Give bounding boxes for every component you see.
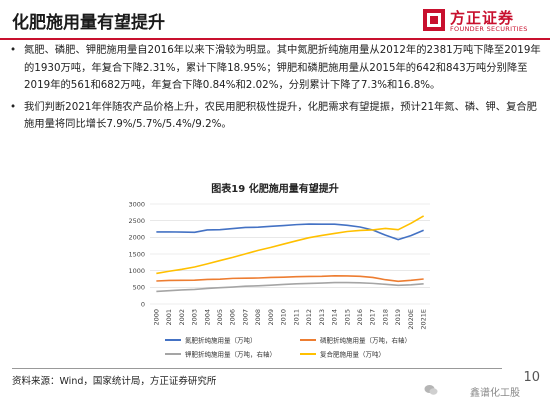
bullet-text: 我们判断2021年伴随农产品价格上升，农民用肥积极性提升，化肥需求有望提振，预计… xyxy=(24,100,537,131)
watermark-text: 鑫谱化工股 xyxy=(470,388,520,399)
bullet-text: 氮肥、磷肥、钾肥施用量自2016年以来下滑较为明显。其中氮肥折纯施用量从2012… xyxy=(24,44,541,91)
logo-text-en: FOUNDER SECURITIES xyxy=(450,25,528,33)
legend-label: 磷肥折纯施用量（万吨，右轴） xyxy=(320,335,411,344)
bullet-dot-icon: • xyxy=(10,100,17,113)
series-line-3 xyxy=(156,215,425,275)
series-line-0 xyxy=(156,223,424,241)
founder-logo-icon xyxy=(423,9,445,31)
bullet-dot-icon: • xyxy=(10,44,17,56)
x-tick-label: 2002 xyxy=(178,309,186,326)
y-tick-label: 1000 xyxy=(128,267,145,275)
bullet-item: • 我们判断2021年伴随农产品价格上升，农民用肥积极性提升，化肥需求有望提振，预… xyxy=(8,99,544,134)
y-tick-label: 2000 xyxy=(128,234,145,242)
x-tick-label: 2016 xyxy=(356,309,364,326)
x-tick-label: 2003 xyxy=(191,309,199,326)
wechat-icon xyxy=(424,385,438,395)
x-tick-label: 2011 xyxy=(292,309,300,326)
y-tick-label: 1500 xyxy=(128,250,145,258)
x-tick-label: 2012 xyxy=(305,309,313,326)
series-line-2 xyxy=(156,281,424,293)
y-axis-ticks: 0 500 1000 1500 2000 2500 3000 xyxy=(128,200,145,308)
x-tick-label: 2017 xyxy=(369,309,377,326)
legend-label: 复合肥施用量（万吨） xyxy=(320,349,385,358)
x-tick-label: 2013 xyxy=(318,309,326,326)
x-tick-label: 2007 xyxy=(241,309,249,326)
x-tick-label: 2000 xyxy=(152,309,160,326)
x-tick-label: 2001 xyxy=(165,309,173,326)
x-tick-label: 2006 xyxy=(229,309,237,326)
y-tick-label: 2500 xyxy=(128,217,145,225)
chart-gridlines xyxy=(150,203,430,305)
figure-title: 图表19 化肥施用量有望提升 xyxy=(211,184,339,195)
header-divider xyxy=(0,38,550,40)
legend-label: 氮肥折纯施用量（万吨） xyxy=(185,335,257,344)
brand-logo: 方正证券 FOUNDER SECURITIES xyxy=(422,6,540,36)
page-title: 化肥施用量有望提升 xyxy=(12,13,165,33)
x-tick-label: 2005 xyxy=(216,309,224,326)
y-tick-label: 0 xyxy=(141,300,145,308)
x-tick-label: 2018 xyxy=(381,309,389,326)
x-tick-label: 2015 xyxy=(343,309,351,326)
bullet-list: • 氮肥、磷肥、钾肥施用量自2016年以来下滑较为明显。其中氮肥折纯施用量从201… xyxy=(8,42,544,138)
header: 化肥施用量有望提升 方正证券 FOUNDER SECURITIES xyxy=(0,0,550,38)
x-tick-label: 2014 xyxy=(331,309,339,326)
x-tick-label: 2010 xyxy=(280,309,288,326)
chart-legend: 氮肥折纯施用量（万吨） 磷肥折纯施用量（万吨，右轴） 钾肥折纯施用量（万吨，右轴） 复… xyxy=(165,335,411,358)
x-tick-label: 2009 xyxy=(267,309,275,326)
source-note: 资料来源：Wind，国家统计局，方正证券研究所 xyxy=(12,376,217,387)
y-tick-label: 3000 xyxy=(128,200,145,208)
footer-divider xyxy=(12,368,502,369)
x-tick-label: 2008 xyxy=(254,309,262,326)
bullet-item: • 氮肥、磷肥、钾肥施用量自2016年以来下滑较为明显。其中氮肥折纯施用量从201… xyxy=(8,42,544,95)
x-tick-label: 2004 xyxy=(203,309,211,326)
x-tick-label: 2019 xyxy=(394,309,402,326)
chart-series xyxy=(156,215,425,293)
legend-label: 钾肥折纯施用量（万吨，右轴） xyxy=(185,349,276,358)
y-tick-label: 500 xyxy=(133,284,145,292)
x-axis-ticks: 2000 2001 2002 2003 2004 2005 2006 2007 2008 2009… xyxy=(152,309,427,330)
x-tick-label: 2020E xyxy=(407,309,415,330)
series-line-1 xyxy=(156,275,424,283)
x-tick-label: 2021E xyxy=(420,309,428,330)
logo-text-cn: 方正证券 xyxy=(450,9,515,27)
page-number: 10 xyxy=(523,370,540,385)
